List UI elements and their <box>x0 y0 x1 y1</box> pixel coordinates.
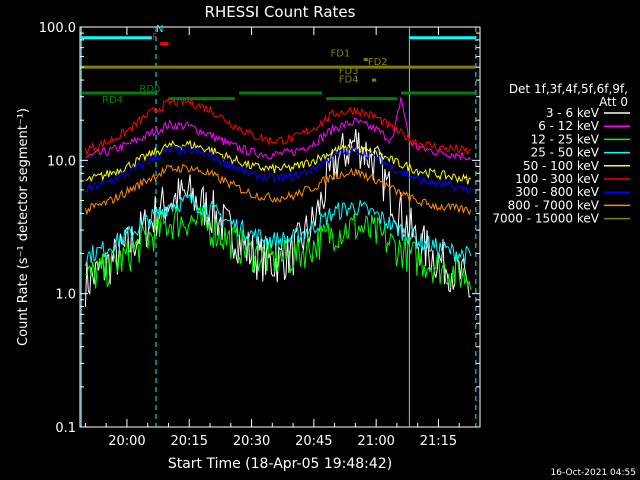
legend-label-5: 100 - 300 keV <box>515 172 599 186</box>
series-line-0 <box>84 128 471 308</box>
legend-label-7: 800 - 7000 keV <box>508 198 600 212</box>
flag-label-1: F <box>152 32 158 43</box>
series-line-5 <box>84 97 472 156</box>
axes: 20:00 20:15 20:30 20:45 21:00 21:15 0.1 1.0 10.0… <box>39 21 481 449</box>
y-tick-label-2: 10.0 <box>47 154 76 169</box>
legend-label-2: 12 - 25 keV <box>531 132 600 146</box>
legend-header-0: Det 1f,3f,4f,5f,6f,9f, <box>509 82 628 96</box>
series-line-3 <box>84 193 472 266</box>
x-tick-label-5: 21:15 <box>420 434 457 449</box>
y-tick-label-3: 100.0 <box>39 21 76 36</box>
y-tick-label-0: 0.1 <box>55 421 76 436</box>
x-axis-label: Start Time (18-Apr-05 19:48:42) <box>168 456 392 472</box>
x-tick-label-0: 20:00 <box>108 434 145 449</box>
legend-label-0: 3 - 6 keV <box>546 106 600 120</box>
attenuator-flag-bars <box>81 36 476 101</box>
flag-label-6: RD0 <box>139 84 160 95</box>
series-line-7 <box>84 163 472 216</box>
x-tick-label-4: 21:00 <box>357 434 394 449</box>
legend-label-4: 50 - 100 keV <box>523 159 600 173</box>
flag-label-7: RD4 <box>102 95 123 106</box>
series-line-4 <box>85 139 472 185</box>
legend-header-1: Att 0 <box>599 95 628 109</box>
x-tick-label-1: 20:15 <box>171 434 208 449</box>
flag-label-5: FD4 <box>339 74 359 85</box>
y-axis-label: Count Rate (s⁻¹ detector segment⁻¹) <box>16 108 31 346</box>
flag-label-4: FD3 <box>339 66 359 77</box>
series-line-6 <box>85 144 472 195</box>
series-line-2 <box>85 206 472 290</box>
series-line-1 <box>85 97 472 161</box>
generated-timestamp: 16-Oct-2021 04:55 <box>551 468 636 478</box>
flag-label-3: FD2 <box>368 57 388 68</box>
legend-label-8: 7000 - 15000 keV <box>492 212 599 226</box>
flag-label-0: N <box>156 24 163 35</box>
x-tick-label-3: 20:45 <box>295 434 332 449</box>
chart-title: RHESSI Count Rates <box>205 3 356 21</box>
y-tick-label-1: 1.0 <box>55 288 76 303</box>
legend-label-1: 6 - 12 keV <box>538 119 600 133</box>
legend-label-6: 300 - 800 keV <box>515 185 599 199</box>
series-lines <box>81 66 480 308</box>
x-tick-label-2: 20:30 <box>233 434 270 449</box>
plot-frame <box>79 26 481 428</box>
flag-label-2: FD1 <box>330 49 350 60</box>
legend-label-3: 25 - 50 keV <box>531 146 600 160</box>
